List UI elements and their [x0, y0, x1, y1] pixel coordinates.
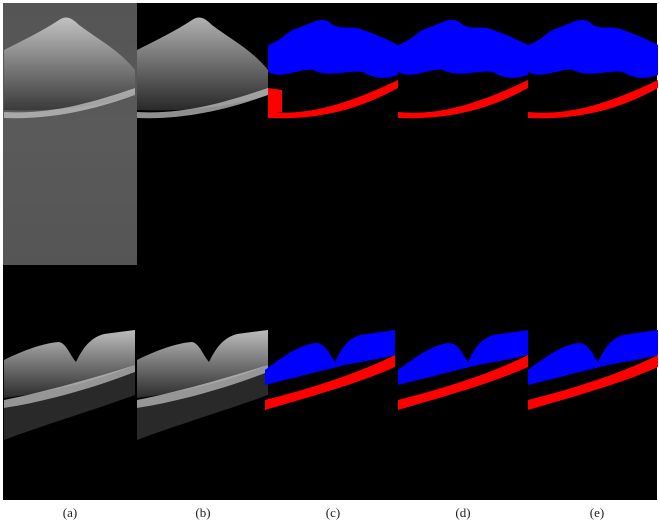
panel-label: (e)	[590, 505, 604, 520]
figure: (a) (b) (c) (d) (e)	[0, 0, 659, 529]
panel-label: (b)	[195, 505, 210, 520]
panel-label: (d)	[455, 505, 470, 520]
panel-label: (c)	[326, 505, 340, 520]
panel-label: (a)	[63, 505, 77, 520]
